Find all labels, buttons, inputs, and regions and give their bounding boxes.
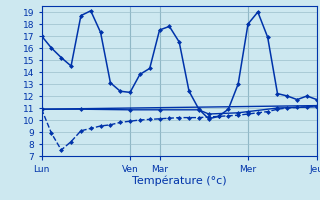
X-axis label: Température (°c): Température (°c) bbox=[132, 175, 227, 186]
